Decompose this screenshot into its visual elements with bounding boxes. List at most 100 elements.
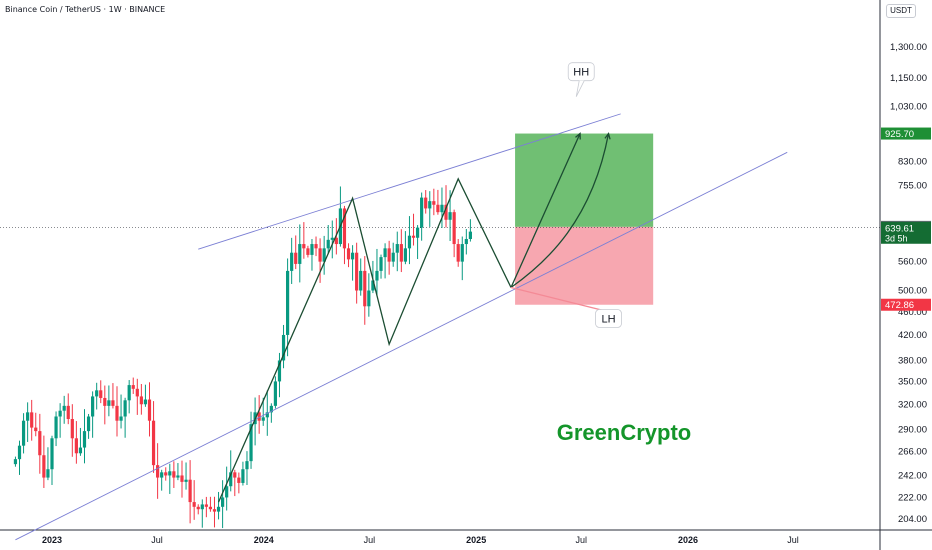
candle[interactable] bbox=[86, 416, 91, 432]
callout-lh[interactable] bbox=[595, 309, 622, 328]
candle[interactable] bbox=[302, 244, 306, 249]
candle[interactable] bbox=[127, 385, 131, 401]
candle[interactable] bbox=[91, 396, 95, 417]
candle[interactable] bbox=[318, 248, 322, 262]
candle[interactable] bbox=[123, 400, 127, 417]
candle[interactable] bbox=[143, 399, 148, 405]
candle[interactable] bbox=[184, 479, 188, 482]
candle[interactable] bbox=[395, 244, 399, 253]
candle[interactable] bbox=[225, 486, 229, 498]
price-axis-panel[interactable] bbox=[880, 0, 932, 550]
candle[interactable] bbox=[38, 431, 42, 456]
candle[interactable] bbox=[147, 399, 152, 421]
candle[interactable] bbox=[196, 506, 200, 510]
candle[interactable] bbox=[285, 270, 290, 335]
candle[interactable] bbox=[428, 201, 432, 209]
candle[interactable] bbox=[151, 420, 156, 466]
candle[interactable] bbox=[13, 459, 18, 465]
candle[interactable] bbox=[95, 390, 99, 397]
candle[interactable] bbox=[168, 471, 172, 476]
candle[interactable] bbox=[261, 417, 265, 421]
candle[interactable] bbox=[176, 475, 180, 478]
candle[interactable] bbox=[111, 400, 115, 406]
candle[interactable] bbox=[424, 197, 428, 209]
zigzag-pattern[interactable] bbox=[217, 177, 512, 503]
candle[interactable] bbox=[420, 197, 424, 228]
candle[interactable] bbox=[21, 420, 26, 446]
candle[interactable] bbox=[160, 472, 164, 478]
lh-pointer[interactable] bbox=[510, 286, 609, 313]
candle[interactable] bbox=[407, 235, 412, 249]
candle[interactable] bbox=[460, 244, 464, 262]
candle[interactable] bbox=[237, 477, 241, 483]
candle[interactable] bbox=[46, 469, 50, 478]
candle[interactable] bbox=[70, 419, 74, 439]
upper-trendline[interactable] bbox=[198, 113, 621, 250]
candle[interactable] bbox=[350, 252, 355, 260]
candle[interactable] bbox=[50, 438, 54, 470]
candle[interactable] bbox=[367, 290, 371, 307]
candle[interactable] bbox=[298, 244, 302, 264]
candle[interactable] bbox=[379, 257, 383, 271]
candle[interactable] bbox=[74, 438, 78, 454]
candle[interactable] bbox=[257, 412, 261, 421]
candle[interactable] bbox=[229, 472, 233, 487]
candle[interactable] bbox=[277, 360, 282, 382]
candle[interactable] bbox=[245, 461, 249, 470]
candle[interactable] bbox=[273, 381, 278, 406]
candle[interactable] bbox=[192, 502, 196, 507]
candle[interactable] bbox=[359, 270, 363, 291]
candle[interactable] bbox=[54, 416, 58, 439]
candle[interactable] bbox=[355, 252, 359, 291]
candle[interactable] bbox=[66, 405, 70, 420]
candle[interactable] bbox=[399, 244, 403, 262]
candle[interactable] bbox=[42, 455, 46, 478]
candle[interactable] bbox=[363, 270, 367, 307]
candle[interactable] bbox=[464, 239, 468, 245]
candle[interactable] bbox=[233, 472, 237, 478]
candle[interactable] bbox=[78, 447, 83, 454]
candle[interactable] bbox=[62, 405, 66, 411]
candle[interactable] bbox=[265, 412, 269, 418]
candle[interactable] bbox=[306, 248, 310, 255]
candle[interactable] bbox=[403, 248, 407, 262]
profit-zone[interactable] bbox=[515, 133, 654, 227]
currency-button[interactable]: USDT bbox=[886, 4, 916, 18]
candle[interactable] bbox=[103, 397, 107, 406]
candle[interactable] bbox=[468, 231, 472, 240]
candle[interactable] bbox=[34, 427, 38, 432]
candle[interactable] bbox=[415, 227, 420, 238]
candle[interactable] bbox=[334, 237, 338, 245]
candle[interactable] bbox=[326, 239, 330, 249]
candle[interactable] bbox=[204, 504, 208, 507]
candle[interactable] bbox=[436, 204, 440, 213]
candle[interactable] bbox=[314, 244, 318, 249]
candle[interactable] bbox=[269, 405, 273, 413]
projection-straight[interactable] bbox=[510, 133, 581, 288]
candle[interactable] bbox=[200, 504, 204, 510]
candle[interactable] bbox=[26, 412, 30, 421]
candle[interactable] bbox=[139, 396, 143, 405]
candle[interactable] bbox=[290, 252, 294, 271]
candle[interactable] bbox=[294, 252, 298, 264]
candle[interactable] bbox=[221, 497, 225, 507]
candle[interactable] bbox=[17, 445, 22, 460]
candle[interactable] bbox=[172, 471, 176, 478]
candle[interactable] bbox=[180, 475, 184, 482]
candle[interactable] bbox=[346, 248, 351, 260]
candle[interactable] bbox=[119, 416, 123, 421]
candle[interactable] bbox=[135, 388, 139, 397]
candle[interactable] bbox=[342, 208, 347, 249]
candle[interactable] bbox=[216, 506, 221, 512]
candle[interactable] bbox=[391, 252, 395, 262]
candle[interactable] bbox=[444, 204, 448, 220]
candle[interactable] bbox=[281, 334, 286, 361]
candle[interactable] bbox=[164, 472, 168, 476]
candle[interactable] bbox=[310, 244, 314, 255]
candle[interactable] bbox=[383, 248, 387, 258]
candle[interactable] bbox=[375, 270, 379, 281]
candle[interactable] bbox=[456, 244, 460, 262]
candle[interactable] bbox=[30, 412, 34, 428]
lower-trendline[interactable] bbox=[15, 151, 788, 541]
